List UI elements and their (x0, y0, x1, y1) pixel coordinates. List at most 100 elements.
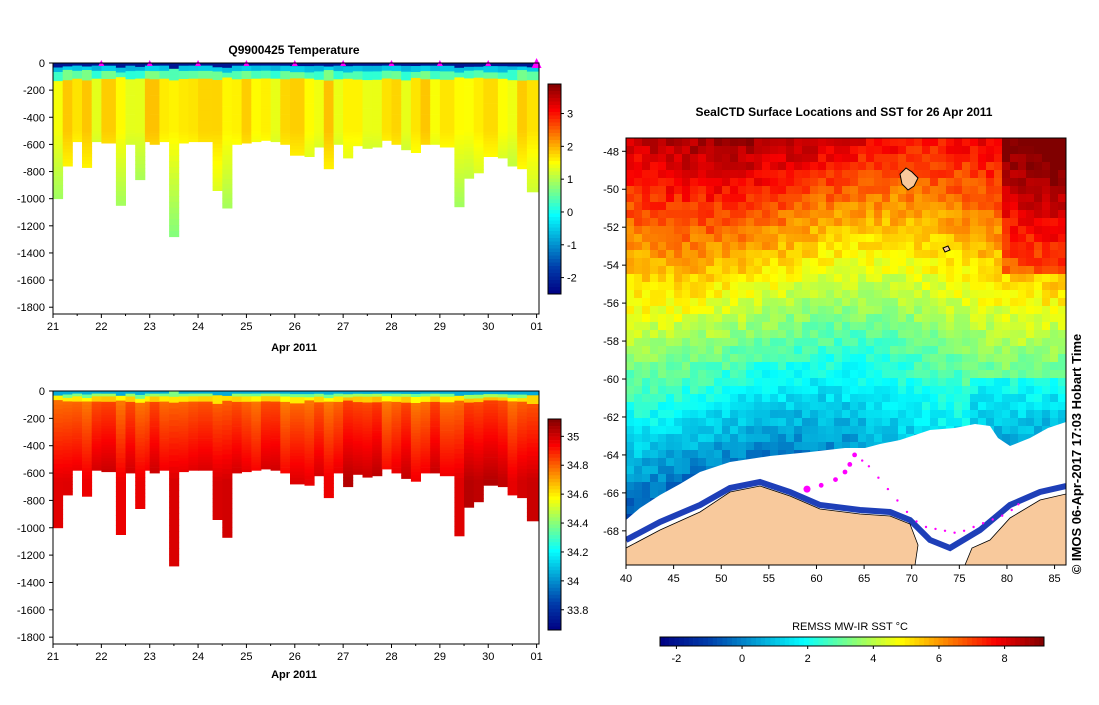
sst-cell (898, 274, 907, 283)
profile-cell (82, 493, 92, 497)
profile-cell (72, 126, 82, 129)
profile-cell (72, 407, 82, 410)
profile-cell (92, 116, 102, 119)
profile-cell (305, 429, 315, 433)
profile-cell (363, 123, 373, 126)
sst-map-panel: SealCTD Surface Locations and SST for 26… (603, 105, 1084, 665)
profile-cell (411, 415, 421, 418)
sst-cell (842, 242, 851, 251)
sst-cell (690, 298, 699, 307)
sst-cell (818, 226, 827, 235)
sst-cell (882, 226, 891, 235)
sst-cell (666, 330, 675, 339)
profile-cell (242, 90, 252, 93)
profile-cell (169, 391, 179, 397)
sst-cell (938, 378, 947, 387)
profile-cell (421, 424, 431, 427)
profile-cell (116, 68, 126, 73)
profile-cell (169, 214, 179, 220)
profile-cell (372, 450, 382, 453)
profile-cell (116, 453, 126, 458)
profile-cell (72, 79, 82, 82)
sst-cell (1026, 186, 1035, 195)
profile-cell (222, 165, 232, 170)
sst-cell (850, 338, 859, 347)
sst-cell (842, 146, 851, 155)
sst-cell (1042, 346, 1051, 355)
sst-cell (818, 354, 827, 363)
x-tick-label: 26 (289, 321, 301, 333)
profile-cell (454, 507, 464, 512)
profile-cell (188, 465, 198, 468)
sst-cell (674, 186, 683, 195)
profile-cell (421, 115, 431, 118)
sst-cell (754, 162, 763, 171)
profile-cell (508, 118, 518, 122)
profile-cell (280, 112, 290, 115)
profile-cell (517, 491, 527, 495)
profile-cell (159, 105, 169, 108)
profile-cell (242, 127, 252, 130)
sst-cell (762, 186, 771, 195)
profile-cell (242, 466, 252, 469)
sst-cell (842, 338, 851, 347)
profile-cell (92, 81, 102, 84)
sst-cell (890, 274, 899, 283)
profile-cell (343, 429, 353, 433)
profile-cell (430, 465, 440, 468)
profile-cell (498, 111, 508, 115)
profile-cell (222, 189, 232, 194)
colorbar-cell (548, 577, 561, 581)
profile-cell (82, 101, 92, 105)
profile-cell (474, 136, 484, 140)
profile-cell (63, 135, 73, 139)
sst-cell (754, 386, 763, 395)
sst-cell (778, 218, 787, 227)
profile-cell (527, 421, 540, 426)
profile-cell (242, 469, 252, 472)
profile-cell (101, 421, 116, 424)
sst-cell (1050, 290, 1059, 299)
sst-cell (898, 282, 907, 291)
profile-cell (324, 419, 334, 423)
sst-cell (1058, 258, 1067, 267)
sst-cell (826, 146, 835, 155)
profile-cell (324, 112, 334, 116)
sst-cell (1058, 178, 1067, 187)
profile-cell (324, 455, 334, 459)
profile-cell (353, 124, 363, 127)
sst-cell (1026, 146, 1035, 155)
profile-cell (421, 120, 431, 123)
profile-cell (63, 433, 73, 437)
sst-cell (682, 378, 691, 387)
sst-cell (954, 274, 963, 283)
sst-cell (770, 154, 779, 163)
sst-cell (722, 234, 731, 243)
profile-cell (440, 405, 455, 408)
profile-cell (392, 115, 402, 118)
sst-cell (946, 274, 955, 283)
sst-cell (738, 298, 747, 307)
profile-cell (430, 407, 440, 410)
profile-cell (135, 79, 145, 83)
profile-cell (188, 105, 198, 108)
profile-cell (188, 399, 198, 402)
profile-cell (150, 410, 160, 413)
profile-cell (324, 405, 334, 409)
sst-cell (650, 378, 659, 387)
profile-cell (232, 462, 242, 465)
profile-cell (464, 469, 474, 473)
profile-cell (188, 87, 198, 90)
sst-cell (874, 226, 883, 235)
y-tick-label: -1800 (17, 302, 45, 314)
profile-cell (53, 391, 63, 396)
profile-column (242, 63, 252, 144)
sst-cell (1058, 138, 1067, 147)
sst-cell (1002, 178, 1011, 187)
sst-cell (754, 338, 763, 347)
profile-cell (474, 85, 484, 89)
profile-cell (222, 78, 232, 83)
profile-cell (527, 162, 540, 167)
profile-cell (188, 81, 198, 84)
sst-cell (810, 194, 819, 203)
